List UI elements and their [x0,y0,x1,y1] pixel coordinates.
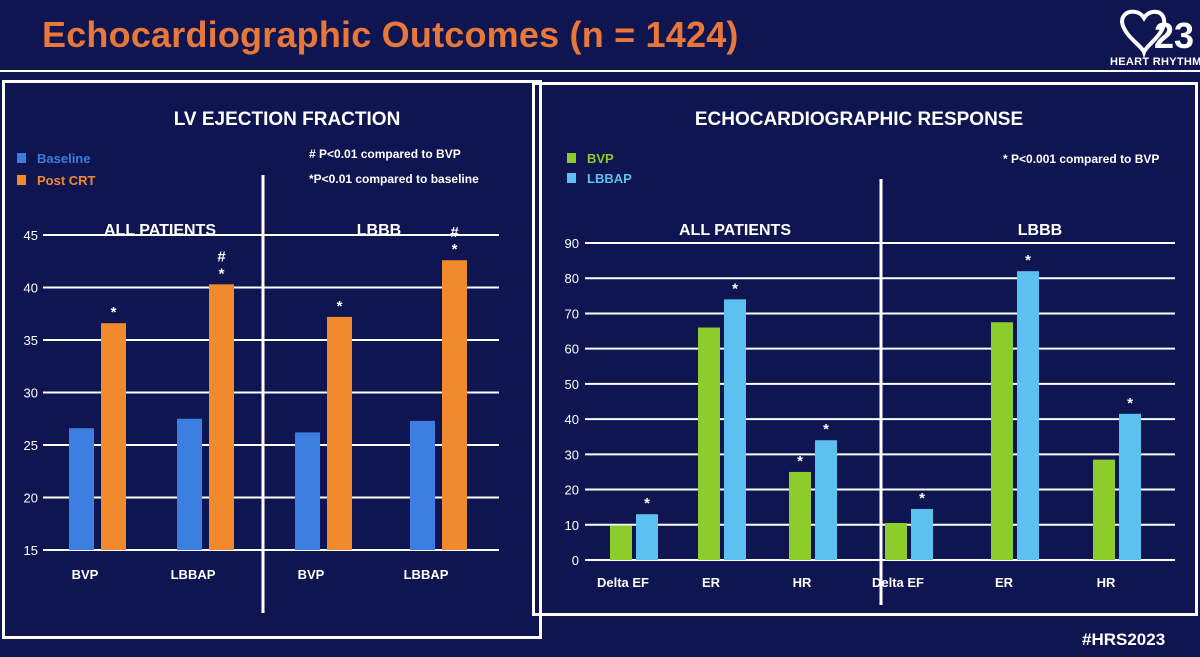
legend-swatch-0 [567,153,576,163]
bar-lbbap [1017,271,1039,560]
footnote-0: # P<0.01 compared to BVP [309,147,461,161]
panel-subtitle: LBBB [1018,222,1062,239]
y-tick-label: 25 [24,438,38,453]
chart-title: ECHOCARDIOGRAPHIC RESPONSE [695,109,1023,130]
bar-lbbap [911,508,933,560]
y-tick-label: 70 [565,306,579,321]
y-tick-label: 20 [24,491,38,506]
title-divider [0,70,1200,72]
y-tick-label: 50 [565,377,579,392]
significance-mark: * [823,421,829,438]
legend-label-1: Post CRT [37,173,96,188]
echocardiographic-response-chart: ECHOCARDIOGRAPHIC RESPONSE BVP LBBAP * P<0.… [565,109,1175,605]
significance-mark: * [644,495,650,512]
category-label: Delta EF [872,575,924,590]
significance-mark: * [797,453,803,470]
bar-bvp [1093,459,1115,560]
y-tick-label: 40 [24,281,38,296]
significance-mark: * [337,298,343,315]
bar-post-crt [442,260,467,550]
legend-label-1: LBBAP [587,171,632,186]
bar-lbbap [636,514,658,560]
category-label: LBBAP [171,567,216,582]
logo-mark: 23 [1154,15,1194,56]
significance-mark: * [732,280,738,297]
heart-rhythm-logo: 23 [1119,9,1194,59]
legend-label-0: BVP [587,151,614,166]
legend-label-0: Baseline [37,151,90,166]
slide-title: Echocardiographic Outcomes (n = 1424) [42,14,739,55]
category-label: HR [1097,575,1116,590]
significance-mark: # [450,224,459,241]
category-label: ER [995,575,1014,590]
bar-bvp [698,327,720,560]
category-label: BVP [298,567,325,582]
y-tick-label: 80 [565,271,579,286]
category-label: Delta EF [597,575,649,590]
y-tick-label: 30 [24,386,38,401]
bar-lbbap [1119,413,1141,560]
panel-subtitle: LBBB [357,222,401,239]
logo-text: HEART RHYTHM [1110,56,1200,68]
y-tick-label: 35 [24,333,38,348]
bar-baseline [69,428,94,550]
y-tick-label: 30 [565,447,579,462]
significance-mark: * [452,241,458,258]
panel-subtitle: ALL PATIENTS [679,222,791,239]
y-tick-label: 45 [24,228,38,243]
legend-swatch-1 [17,175,26,185]
bar-baseline [410,420,435,550]
footnote-1: *P<0.01 compared to baseline [309,172,479,186]
legend-swatch-0 [17,153,26,163]
category-label: ER [702,575,721,590]
significance-mark: * [1025,252,1031,269]
bar-post-crt [327,316,352,550]
y-tick-label: 90 [565,236,579,251]
y-tick-label: 60 [565,342,579,357]
bar-baseline [295,432,320,550]
significance-mark: # [217,248,226,265]
panel-subtitle: ALL PATIENTS [104,222,216,239]
lv-ejection-fraction-chart: LV EJECTION FRACTION Baseline Post CRT # P<… [17,109,499,613]
lv-ejection-fraction-panel: LV EJECTION FRACTION Baseline Post CRT # P<… [2,80,542,639]
chart-title: LV EJECTION FRACTION [174,109,401,130]
y-tick-label: 10 [565,518,579,533]
significance-mark: * [111,304,117,321]
bar-baseline [177,418,202,550]
y-tick-label: 20 [565,483,579,498]
category-label: HR [793,575,812,590]
y-tick-label: 15 [24,543,38,558]
significance-mark: * [1127,395,1133,412]
bar-bvp [789,471,811,560]
bar-bvp [610,525,632,560]
category-label: BVP [72,567,99,582]
bar-post-crt [101,323,126,550]
footnote-0: * P<0.001 compared to BVP [1003,152,1159,166]
significance-mark: * [919,490,925,507]
category-label: LBBAP [404,567,449,582]
hashtag: #HRS2023 [1082,630,1166,649]
legend-swatch-1 [567,173,576,183]
y-tick-label: 0 [572,553,579,568]
bar-bvp [991,322,1013,560]
bar-lbbap [724,299,746,560]
significance-mark: * [219,265,225,282]
bar-bvp [885,523,907,560]
echocardiographic-response-panel: ECHOCARDIOGRAPHIC RESPONSE BVP LBBAP * P<0.… [532,82,1198,616]
bar-post-crt [209,284,234,550]
bar-lbbap [815,440,837,560]
y-tick-label: 40 [565,412,579,427]
